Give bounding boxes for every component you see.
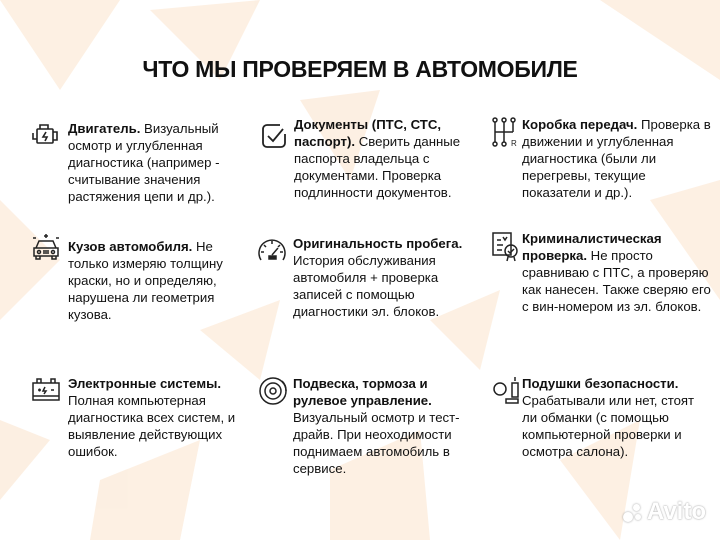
- item-body: Не просто сравниваю с ПТС, а проверяю ка…: [522, 248, 711, 314]
- odometer-icon: [256, 235, 288, 267]
- item-body: Срабатывали или нет, стоят ли обманки (с…: [522, 393, 695, 459]
- avito-watermark: Avito: [622, 498, 706, 526]
- item-body: История обслуживания автомобиля + провер…: [293, 253, 440, 319]
- gearshift-icon: R: [490, 116, 522, 148]
- svg-text:R: R: [511, 139, 517, 148]
- item-heading: Кузов автомобиля.: [68, 239, 193, 254]
- item-heading: Двигатель.: [68, 121, 141, 136]
- item-heading: Документы (ПТС, СТС, паспорт).: [294, 117, 442, 149]
- item-heading: Криминалистическая проверка.: [522, 231, 662, 263]
- item-body: Визуальный осмотр и тест-драйв. При неох…: [293, 410, 460, 476]
- item-body: Полная компьютерная диагностика всех сис…: [68, 393, 236, 459]
- battery-icon: [30, 375, 62, 407]
- checkbox-icon: [258, 120, 290, 152]
- page-title: ЧТО МЫ ПРОВЕРЯЕМ В АВТОМОБИЛЕ: [142, 56, 578, 82]
- avito-wordmark: Avito: [646, 498, 706, 525]
- certificate-icon: [490, 230, 522, 262]
- item-body: Не только измеряю толщину краски, но и о…: [68, 239, 223, 322]
- item-heading: Подвеска, тормоза и рулевое управление.: [293, 376, 432, 408]
- item-body: Сверить данные паспорта владельца с доку…: [294, 134, 461, 200]
- engine-icon: [30, 120, 62, 152]
- brake-disc-icon: [258, 375, 290, 407]
- item-heading: Электронные системы.: [68, 376, 222, 391]
- airbag-icon: [490, 375, 522, 407]
- avito-logo-icon: [622, 502, 643, 522]
- item-heading: Коробка передач.: [522, 117, 638, 132]
- car-body-icon: [30, 232, 62, 264]
- item-heading: Подушки безопасности.: [522, 376, 679, 391]
- item-heading: Оригинальность пробега.: [293, 236, 463, 251]
- item-body: Визуальный осмотр и углубленная диагност…: [68, 121, 220, 204]
- item-body: Проверка в движении и углубленная диагно…: [522, 117, 711, 200]
